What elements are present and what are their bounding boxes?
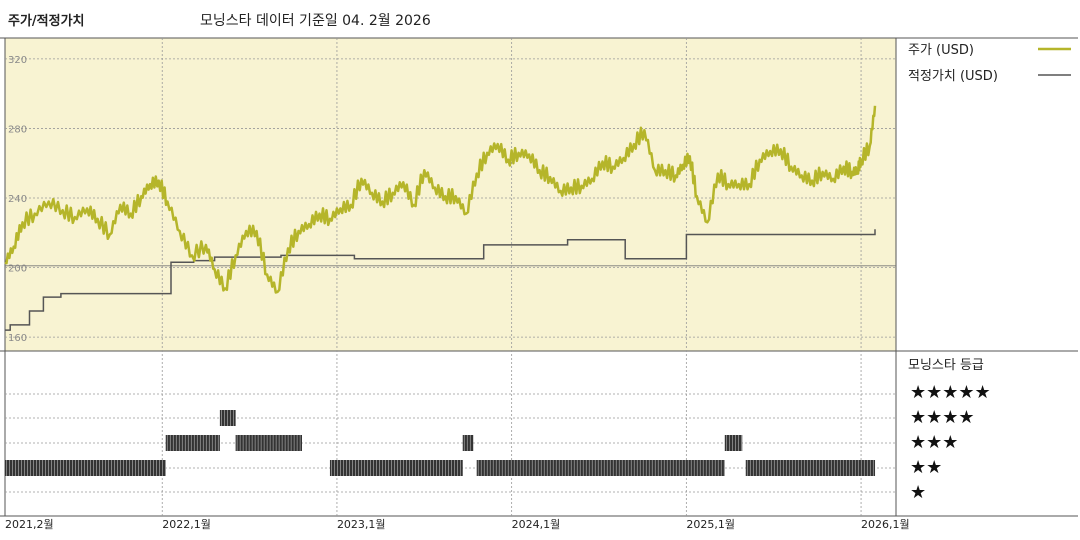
y-tick-label: 160 bbox=[8, 333, 27, 344]
y-tick-label: 200 bbox=[8, 264, 27, 275]
rating-title: 모닝스타 등급 bbox=[908, 358, 984, 373]
y-tick-label: 240 bbox=[8, 194, 27, 205]
line-layer bbox=[4, 105, 877, 331]
x-tick-labels: 2021,2월 2022,1월 2023,1월 2024,1월 2025,1월 2026,… bbox=[5, 518, 910, 531]
rating-segment bbox=[462, 435, 474, 451]
x-tick-label: 2022,1월 bbox=[162, 518, 211, 531]
page-title: 주가/적정가치 bbox=[8, 14, 85, 29]
rating-segment bbox=[219, 410, 236, 426]
rating-level-5: ★★★★★ bbox=[910, 382, 991, 403]
page-subtitle: 모닝스타 데이터 기준일 04. 2월 2026 bbox=[200, 13, 431, 29]
x-tick-label: 2025,1월 bbox=[686, 518, 735, 531]
rating-segment-bar bbox=[165, 435, 220, 451]
rating-segment bbox=[329, 460, 463, 476]
rating-segment bbox=[165, 435, 220, 451]
rating-segment-bar bbox=[476, 460, 725, 476]
x-tick-label: 2024,1월 bbox=[512, 518, 561, 531]
x-tick-label: 2021,2월 bbox=[5, 518, 54, 531]
y-tick-label: 280 bbox=[8, 124, 27, 135]
rating-segment-bar bbox=[329, 460, 463, 476]
rating-level-4: ★★★★ bbox=[910, 407, 975, 428]
rating-segment bbox=[235, 435, 302, 451]
rating-segment bbox=[5, 460, 166, 476]
y-tick-labels: 160 200 240 280 320 bbox=[8, 55, 27, 344]
legend-price-label: 주가 (USD) bbox=[908, 43, 974, 58]
rating-panel: 모닝스타 등급 ★★★★★ ★★★★ ★★★ ★★ ★ bbox=[908, 358, 991, 503]
legend-fair-value-label: 적정가치 (USD) bbox=[908, 69, 998, 84]
rating-segment-bar bbox=[5, 460, 166, 476]
rating-level-2: ★★ bbox=[910, 457, 942, 478]
rating-segment-bar bbox=[219, 410, 236, 426]
fair-value-line bbox=[5, 229, 876, 331]
rating-level-1: ★ bbox=[910, 482, 926, 503]
rating-segment bbox=[745, 460, 876, 476]
rating-segment-bar bbox=[462, 435, 474, 451]
legend: 주가 (USD) 적정가치 (USD) bbox=[908, 43, 1071, 84]
rating-segment-bar bbox=[724, 435, 743, 451]
y-tick-label: 320 bbox=[8, 55, 27, 66]
price-line bbox=[4, 105, 877, 294]
rating-segment bbox=[476, 460, 725, 476]
rating-segment bbox=[724, 435, 743, 451]
x-tick-label: 2023,1월 bbox=[337, 518, 386, 531]
x-tick-label: 2026,1월 bbox=[861, 518, 910, 531]
rating-level-3: ★★★ bbox=[910, 432, 958, 453]
rating-band-layer bbox=[5, 410, 876, 476]
rating-segment-bar bbox=[235, 435, 302, 451]
